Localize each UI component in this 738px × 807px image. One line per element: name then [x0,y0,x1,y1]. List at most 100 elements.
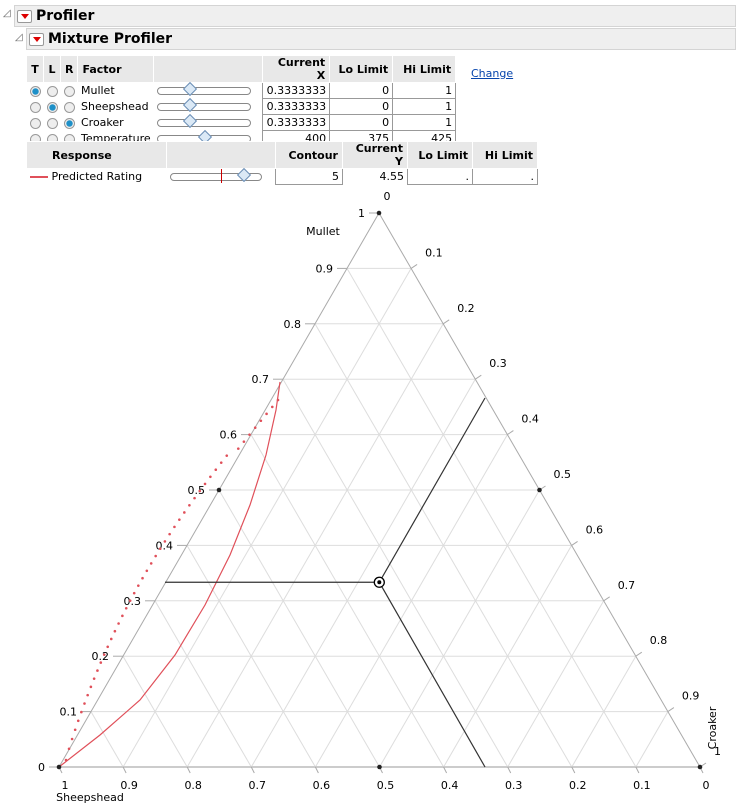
col-current-y: Current Y [342,141,408,169]
sheepshead-tick-label: 0.5 [377,779,395,792]
profiler-title: Profiler [36,8,95,24]
contour-dot [236,447,240,450]
grid-line [571,655,637,768]
grid-line [154,600,252,768]
factor-row: Mullet 0.3333333 0 1 [27,82,457,99]
vertex-marker [537,487,542,493]
sheepshead-tick-label: 1 [62,779,69,792]
tick [635,651,643,657]
contour-dot [73,728,77,732]
hi-limit-input[interactable]: . [472,168,538,185]
radio-l[interactable] [46,117,58,129]
radio-r[interactable] [63,117,75,129]
contour-dot [86,693,89,697]
change-link[interactable]: Change [471,67,514,80]
croaker-tick-label: 0.5 [554,468,572,481]
factor-slider[interactable] [156,82,251,97]
vertex-marker [56,764,62,770]
croaker-tick-label: 0.9 [682,690,700,703]
col-t: T [26,55,44,83]
vertex-marker [376,210,382,216]
contour-dot [198,489,202,493]
grid-line [90,711,124,768]
contour-slider[interactable] [169,168,262,184]
contour-dot [121,614,124,618]
sheepshead-tick-label: 0.8 [184,779,202,792]
tick [442,319,450,325]
vertex-marker [216,487,222,493]
contour-dot [214,468,218,472]
croaker-tick-label: 0.8 [650,634,668,647]
red-triangle-menu-icon[interactable] [17,9,32,23]
contour-dot [253,426,257,429]
radio-t[interactable] [29,117,41,129]
col-lo: Lo Limit [329,55,394,83]
tick [410,263,418,269]
tick [667,707,675,713]
contour-dot [168,532,171,536]
mullet-tick-label: 0 [38,761,45,774]
mullet-tick-label: 0.1 [60,706,78,719]
tick [314,766,319,774]
contour-dot [109,637,113,641]
radio-l[interactable] [46,101,58,113]
hi-limit-input[interactable]: 1 [392,82,457,99]
tick [443,766,448,774]
col-r: R [59,55,79,83]
crosshair-croaker [378,397,486,583]
sheepshead-tick-label: 0.4 [441,779,459,792]
contour-line [58,381,281,768]
contour-dot [259,419,263,423]
factor-slider[interactable] [156,113,251,129]
vertex-marker [697,764,703,770]
mullet-tick-label: 0.7 [252,373,270,386]
grid-line [218,489,380,768]
tick [186,766,191,774]
contour-dot [124,606,128,610]
factor-slider[interactable] [156,97,251,113]
contour-dot [173,525,176,529]
croaker-zero-label: 0 [384,190,391,203]
contour-dot [117,622,120,625]
contour-input[interactable]: 5 [275,168,343,185]
current-y: 4.55 [379,170,405,184]
factor-name: Sheepshead [80,100,149,113]
tick [635,766,640,774]
contour-dot [92,677,96,680]
croaker-tick-label: 1 [714,745,721,758]
contour-dot [64,758,68,762]
contour-dot [67,747,71,751]
contour-dot [242,440,246,443]
col-slider [153,55,264,83]
red-triangle-menu-icon[interactable] [29,32,44,46]
radio-r[interactable] [63,101,75,113]
mullet-tick-label: 0.5 [188,484,206,497]
croaker-tick-label: 0.2 [457,302,475,315]
tick [571,766,576,774]
radio-r[interactable] [63,85,75,97]
tick [250,766,255,774]
factor-name: Mullet [80,84,115,98]
mullet-tick-label: 0.3 [124,595,142,608]
contour-dot [83,702,86,705]
contour-dot [219,461,223,464]
col-contour: Contour [275,141,343,169]
col-current-x: Current X [262,55,331,83]
contour-dot [225,454,229,457]
croaker-tick-label: 0.1 [425,246,443,259]
contour-dot [99,661,103,664]
disclosure-icon[interactable]: ◿ [15,32,23,43]
contour-dot [145,569,149,573]
contour-dot [149,562,153,565]
radio-t[interactable] [29,101,41,113]
tick [122,766,127,774]
radio-l[interactable] [46,85,58,97]
mullet-tick-label: 1 [358,207,365,220]
vertex-marker [377,764,382,770]
contour-dot [80,710,83,714]
radio-t[interactable] [29,85,41,97]
response-row: Predicted Rating 5 4.55 . . [27,168,538,185]
mullet-tick-label: 0.2 [92,650,110,663]
disclosure-icon[interactable]: ◿ [3,8,11,19]
